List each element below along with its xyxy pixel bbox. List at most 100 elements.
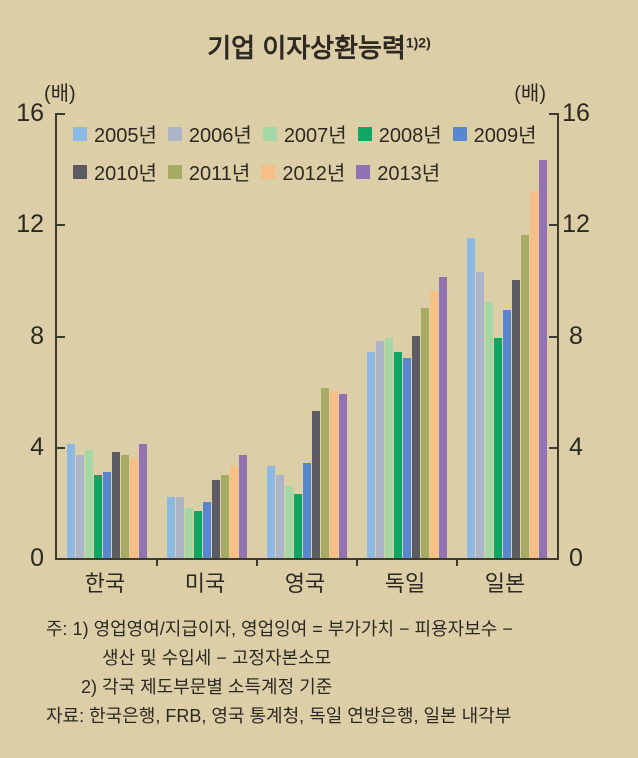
legend-item-2006년: 2006년 — [167, 119, 252, 148]
y-tick-mark — [57, 446, 65, 449]
y-tick-label-right-4: 4 — [569, 432, 583, 461]
bar-영국-2008년 — [294, 494, 302, 558]
bar-독일-2006년 — [376, 341, 384, 558]
legend-label: 2012년 — [282, 163, 346, 185]
legend-swatch-icon — [357, 126, 372, 141]
bar-일본-2012년 — [530, 190, 538, 558]
legend-label: 2010년 — [94, 163, 157, 185]
y-axis-unit-left: (배) — [44, 83, 76, 105]
y-tick-mark — [57, 224, 65, 227]
bar-일본-2013년 — [539, 160, 547, 558]
y-tick-mark — [549, 224, 557, 227]
legend-label: 2005년 — [94, 125, 157, 147]
bar-미국-2009년 — [203, 502, 211, 558]
x-tick-mark — [156, 558, 158, 566]
legend-swatch-icon — [452, 126, 467, 141]
y-tick-label-left-12: 12 — [16, 210, 44, 239]
x-axis-label-한국: 한국 — [84, 571, 126, 596]
chart-title-text: 기업 이자상환능력 — [207, 33, 406, 63]
bar-미국-2010년 — [212, 480, 220, 558]
bar-독일-2013년 — [439, 277, 447, 558]
x-axis-labels: 한국 미국 영국 독일 일본 — [0, 566, 638, 596]
y-tick-mark — [57, 335, 65, 338]
y-tick-label-left-4: 4 — [30, 432, 44, 461]
plot-area: 2005년 2006년 2007년 2008년 2009년 2010년 2011년 2012년… — [55, 113, 559, 566]
legend-swatch-icon — [356, 164, 371, 179]
bar-독일-2005년 — [367, 352, 375, 558]
bar-일본-2006년 — [476, 271, 484, 558]
footnote-line: 2) 각국 제도부문별 소득계정 기준 — [81, 677, 333, 697]
chart-title-footnote-marker: 1)2) — [405, 34, 431, 51]
bar-일본-2007년 — [485, 302, 493, 558]
bar-일본-2011년 — [521, 235, 529, 558]
legend-swatch-icon — [73, 126, 87, 141]
legend-row: 2005년 2006년 2007년 2008년 2009년 — [73, 119, 548, 148]
legend: 2005년 2006년 2007년 2008년 2009년 2010년 2011년 2012년… — [73, 119, 548, 195]
bar-미국-2007년 — [185, 507, 193, 558]
bar-미국-2013년 — [239, 455, 247, 558]
legend-swatch-icon — [167, 164, 182, 179]
bar-영국-2005년 — [267, 466, 275, 558]
bar-미국-2005년 — [167, 496, 175, 558]
bar-미국-2012년 — [230, 466, 238, 558]
bar-미국-2011년 — [221, 474, 229, 558]
bar-영국-2011년 — [321, 388, 329, 558]
y-tick-label-right-8: 8 — [569, 321, 583, 350]
bar-독일-2009년 — [403, 357, 411, 558]
bar-영국-2012년 — [330, 391, 338, 558]
legend-swatch-icon — [262, 126, 277, 141]
footnote-line: 생산 및 수입세 − 고정자본소모 — [102, 648, 332, 668]
bar-독일-2012년 — [430, 291, 438, 558]
bar-독일-2007년 — [385, 338, 393, 558]
legend-label: 2009년 — [473, 125, 537, 147]
bar-영국-2006년 — [276, 474, 284, 558]
x-axis-label-일본: 일본 — [484, 571, 526, 596]
x-tick-mark — [456, 558, 458, 566]
legend-item-2007년: 2007년 — [262, 119, 347, 148]
bar-영국-2007년 — [285, 485, 293, 558]
bar-영국-2013년 — [339, 393, 347, 558]
legend-item-2011년: 2011년 — [167, 157, 250, 186]
y-tick-mark — [549, 113, 557, 115]
bar-독일-2011년 — [421, 307, 429, 558]
bar-일본-2008년 — [494, 338, 502, 558]
bar-한국-2010년 — [112, 452, 120, 558]
bar-한국-2007년 — [85, 449, 93, 558]
y-tick-label-left-16: 16 — [16, 99, 44, 127]
y-tick-mark — [549, 446, 557, 449]
legend-label: 2006년 — [188, 125, 252, 147]
legend-label: 2008년 — [378, 125, 442, 147]
y-tick-label-right-12: 12 — [562, 210, 590, 239]
bar-독일-2008년 — [394, 352, 402, 558]
bar-한국-2009년 — [103, 471, 111, 558]
bar-일본-2010년 — [512, 279, 520, 558]
legend-item-2013년: 2013년 — [356, 157, 440, 186]
legend-item-2005년: 2005년 — [73, 119, 157, 148]
bar-일본-2009년 — [503, 310, 511, 558]
y-tick-mark — [549, 335, 557, 338]
y-tick-label-left-8: 8 — [30, 321, 44, 350]
bar-일본-2005년 — [467, 238, 475, 558]
bar-한국-2006년 — [76, 455, 84, 558]
x-axis-label-독일: 독일 — [384, 571, 426, 596]
chart-title: 기업 이자상환능력1)2) — [0, 28, 638, 65]
legend-item-2010년: 2010년 — [73, 157, 157, 186]
y-axis-labels-left: 0 4 8 12 16 — [0, 0, 44, 758]
y-tick-label-right-16: 16 — [562, 99, 590, 127]
bar-미국-2008년 — [194, 510, 202, 558]
legend-swatch-icon — [261, 164, 276, 179]
bar-미국-2006년 — [176, 496, 184, 558]
x-axis-label-미국: 미국 — [184, 571, 226, 596]
bar-독일-2010년 — [412, 335, 420, 558]
y-axis-unit-right: (배) — [514, 83, 546, 105]
legend-item-2012년: 2012년 — [261, 157, 345, 186]
bar-영국-2010년 — [312, 410, 320, 558]
legend-swatch-icon — [167, 126, 182, 141]
legend-row: 2010년 2011년 2012년 2013년 — [73, 157, 548, 186]
x-tick-mark — [256, 558, 258, 566]
bar-한국-2008년 — [94, 474, 102, 558]
footnote-line: 자료: 한국은행, FRB, 영국 통계청, 독일 연방은행, 일본 내각부 — [46, 706, 512, 726]
x-axis-label-영국: 영국 — [284, 571, 326, 596]
legend-swatch-icon — [73, 164, 87, 179]
